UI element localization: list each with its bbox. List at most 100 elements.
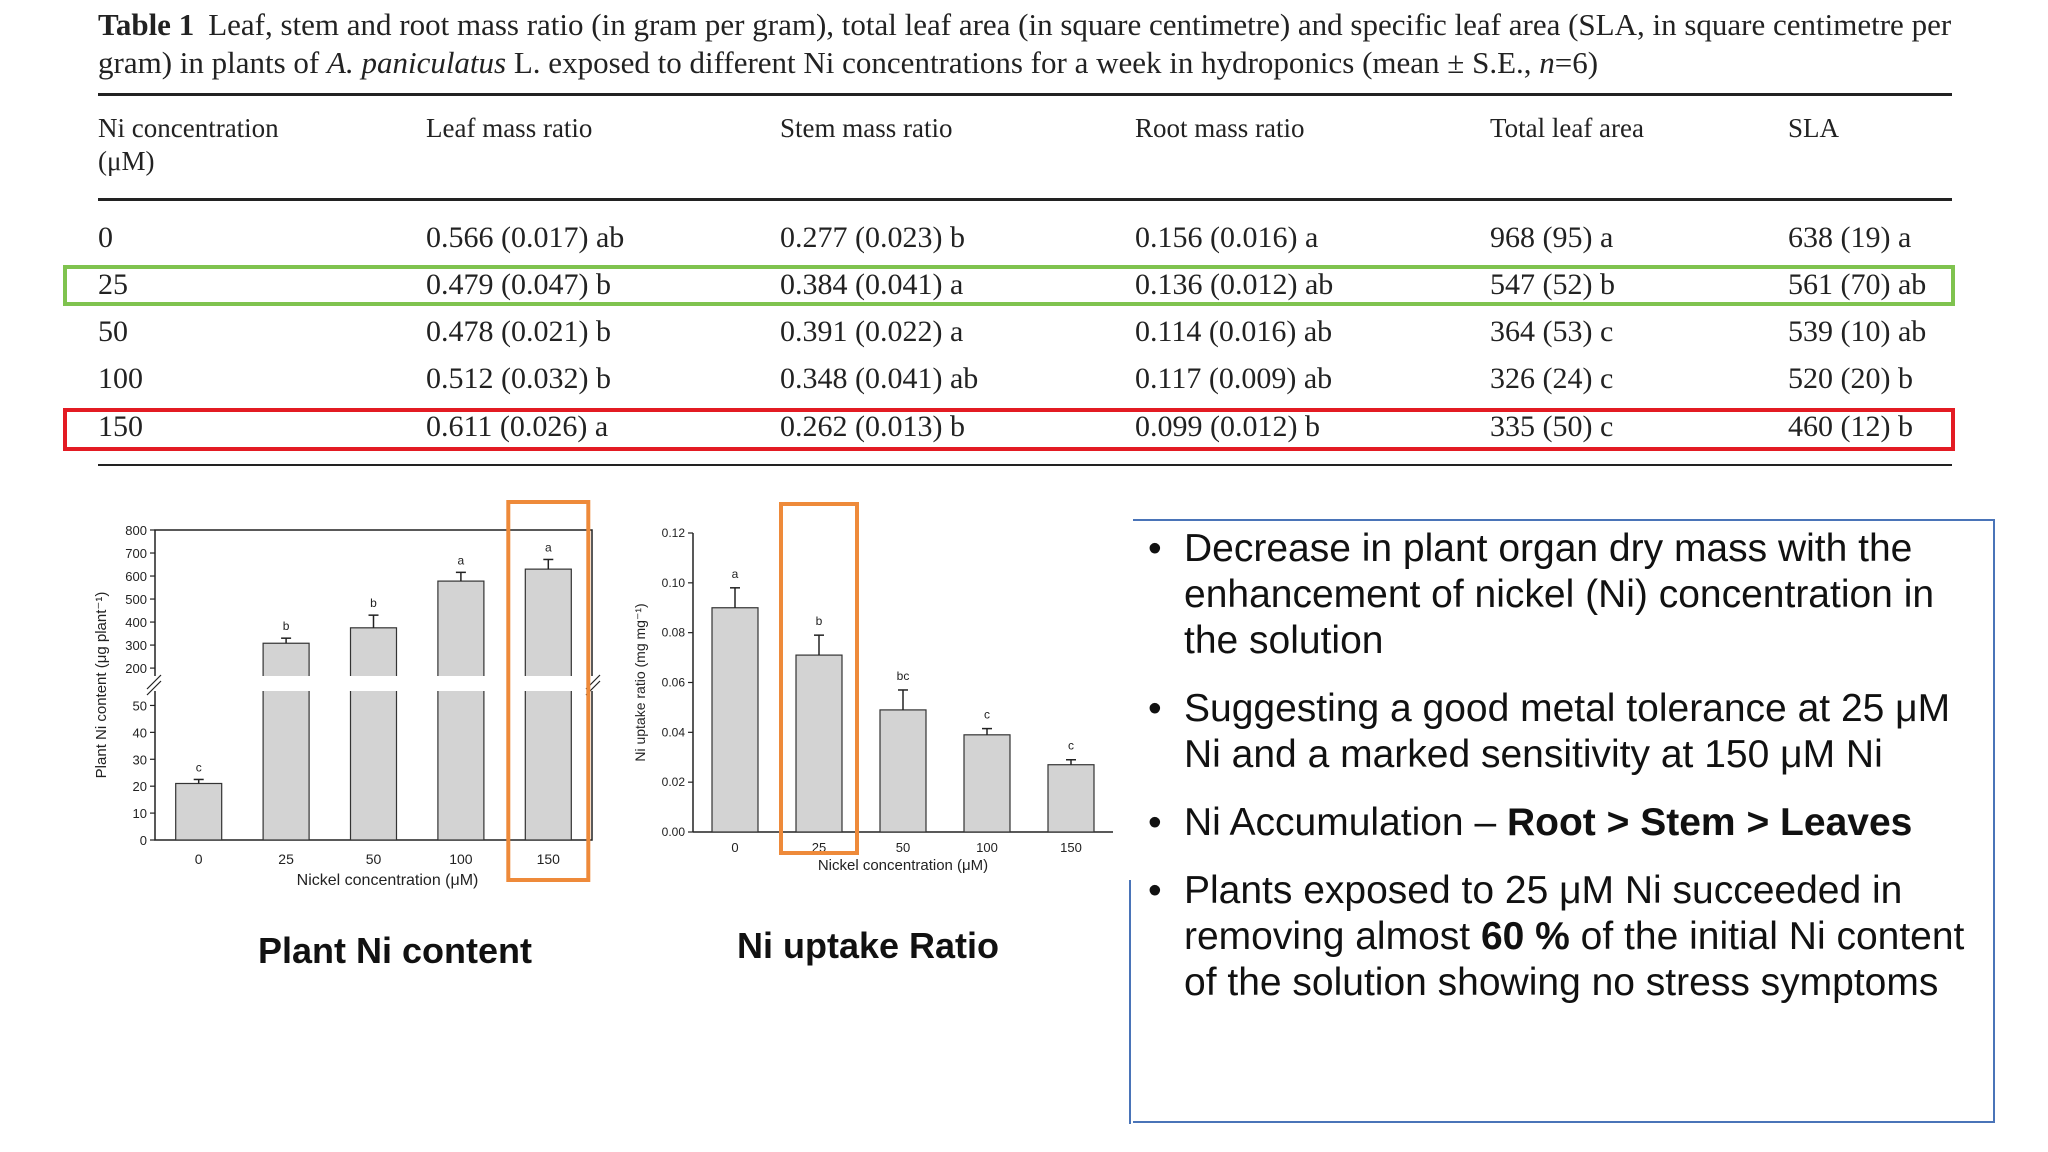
- x-tick-label: 50: [896, 840, 910, 855]
- y-tick-label: 800: [125, 523, 147, 538]
- cell-leaf-mass: 0.479 (0.047) b: [426, 268, 611, 301]
- cell-ni: 100: [98, 362, 143, 395]
- y-tick-label: 0.08: [662, 626, 686, 640]
- significance-letter: b: [370, 596, 377, 610]
- y-tick-label: 10: [133, 806, 147, 821]
- y-tick-label: 200: [125, 661, 147, 676]
- x-tick-label: 0: [195, 851, 203, 867]
- axis-break-mark: [146, 674, 162, 690]
- x-tick-label: 100: [449, 851, 473, 867]
- bar: [524, 568, 572, 841]
- cell-root-mass: 0.114 (0.016) ab: [1135, 315, 1333, 348]
- y-tick-label: 0: [140, 833, 147, 848]
- chart2-title: Ni uptake Ratio: [737, 925, 1000, 966]
- cell-stem-mass: 0.348 (0.041) ab: [780, 362, 979, 395]
- cell-leaf-area: 335 (50) c: [1490, 410, 1614, 443]
- y-tick-label: 400: [125, 615, 147, 630]
- header-ni-concentration: Ni concentration (μM): [98, 113, 279, 176]
- x-tick-label: 25: [278, 851, 294, 867]
- significance-letter: b: [816, 614, 823, 628]
- bar: [879, 709, 927, 833]
- bar: [1047, 764, 1095, 833]
- bullet-item: • Decrease in plant organ dry mass with t…: [1148, 527, 1935, 662]
- bullet-item: • Plants exposed to 25 μM Ni succeeded in…: [1148, 869, 1965, 1004]
- y-tick-label: 0.04: [662, 725, 686, 739]
- cell-stem-mass: 0.384 (0.041) a: [780, 268, 964, 301]
- y-tick-label: 20: [133, 779, 147, 794]
- y-tick-label: 0.10: [662, 576, 686, 590]
- cell-ni: 150: [98, 410, 143, 443]
- axis-break-gap: [143, 676, 604, 691]
- cell-sla: 561 (70) ab: [1788, 268, 1927, 301]
- significance-letter: b: [283, 619, 290, 633]
- cell-leaf-mass: 0.478 (0.021) b: [426, 315, 611, 348]
- bar: [349, 627, 398, 841]
- cell-leaf-mass: 0.512 (0.032) b: [426, 362, 611, 395]
- cell-stem-mass: 0.277 (0.023) b: [780, 221, 965, 254]
- caption-n: n: [1539, 45, 1555, 80]
- cell-ni: 0: [98, 221, 113, 254]
- cell-sla: 539 (10) ab: [1788, 315, 1927, 348]
- y-tick-label: 700: [125, 546, 147, 561]
- significance-letter: a: [545, 540, 552, 554]
- y-tick-label: 40: [133, 725, 147, 740]
- row-highlight-25: [63, 265, 1955, 306]
- y-tick-label: 600: [125, 569, 147, 584]
- table-top-rule: [98, 93, 1952, 96]
- summary-box-left-border: [1129, 880, 1131, 1124]
- x-tick-label: 100: [976, 840, 998, 855]
- summary-box: [1133, 519, 1995, 1123]
- x-tick-label: 50: [366, 851, 382, 867]
- cell-ni: 25: [98, 268, 128, 301]
- header-stem-mass-ratio: Stem mass ratio: [780, 113, 953, 143]
- cell-leaf-area: 968 (95) a: [1490, 221, 1614, 254]
- highlight-box-25: [779, 502, 859, 855]
- significance-letter: c: [196, 760, 202, 774]
- table-header-rule: [98, 198, 1952, 201]
- chart-plant-ni-content: c 0 b 25 b 50 a 100 a 150 0 10 20 30 40 50 200 300 400 500 6…: [93, 500, 604, 889]
- cell-root-mass: 0.156 (0.016) a: [1135, 221, 1319, 254]
- caption-species: A. paniculatus: [327, 45, 507, 80]
- bullet-item: • Ni Accumulation – Root > Stem > Leaves: [1148, 801, 1913, 844]
- y-tick-label: 0.02: [662, 775, 686, 789]
- table-bottom-rule: [98, 464, 1952, 466]
- cell-ni: 50: [98, 315, 128, 348]
- highlight-box-150: [506, 500, 591, 882]
- y-tick-label: 50: [133, 698, 147, 713]
- significance-letter: a: [458, 553, 465, 567]
- y-tick-label: 0.00: [662, 825, 686, 839]
- x-axis-label: Nickel concentration (μM): [297, 872, 479, 889]
- significance-letter: a: [732, 567, 739, 581]
- cell-stem-mass: 0.391 (0.022) a: [780, 315, 964, 348]
- y-tick-label: 0.06: [662, 676, 686, 690]
- y-tick-label: 30: [133, 752, 147, 767]
- bar: [963, 734, 1011, 833]
- bar: [262, 642, 310, 841]
- bar: [711, 607, 759, 833]
- significance-letter: c: [984, 708, 990, 722]
- y-axis-label: Ni uptake ratio (mg mg⁻¹): [632, 603, 648, 761]
- bar: [175, 782, 223, 841]
- cell-stem-mass: 0.262 (0.013) b: [780, 410, 965, 443]
- caption-text-a: Leaf, stem and root mass ratio (in gram …: [98, 7, 1952, 80]
- y-axis-label: Plant Ni content (μg plant⁻¹): [93, 592, 110, 779]
- caption-text-b: L. exposed to different Ni concentration…: [506, 45, 1540, 80]
- header-root-mass-ratio: Root mass ratio: [1135, 113, 1305, 143]
- cell-sla: 460 (12) b: [1788, 410, 1913, 443]
- cell-sla: 638 (19) a: [1788, 221, 1912, 254]
- cell-root-mass: 0.117 (0.009) ab: [1135, 362, 1333, 395]
- significance-letter: c: [1068, 739, 1074, 753]
- table-label: Table 1: [98, 7, 195, 42]
- axis-break-mark: [146, 680, 162, 696]
- cell-sla: 520 (20) b: [1788, 362, 1913, 395]
- y-tick-label: 300: [125, 638, 147, 653]
- x-axis-label: Nickel concentration (μM): [818, 857, 988, 874]
- row-highlight-150: [63, 408, 1955, 451]
- header-leaf-mass-ratio: Leaf mass ratio: [426, 113, 593, 143]
- significance-letter: bc: [897, 669, 910, 683]
- cell-leaf-area: 326 (24) c: [1490, 362, 1614, 395]
- bar: [437, 580, 485, 841]
- x-tick-label: 150: [537, 851, 561, 867]
- y-tick-label: 500: [125, 592, 147, 607]
- cell-leaf-area: 364 (53) c: [1490, 315, 1614, 348]
